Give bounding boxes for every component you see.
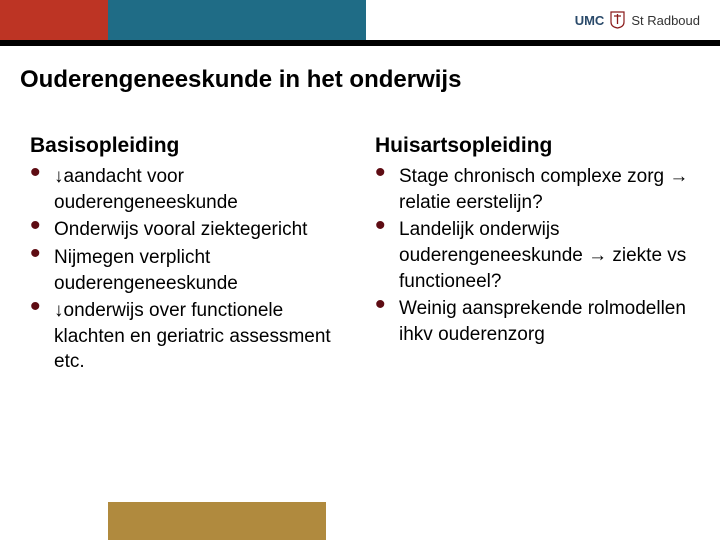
right-bullet-list: Stage chronisch complexe zorg → relatie … xyxy=(375,164,690,347)
list-item: Weinig aansprekende rolmodellen ihkv oud… xyxy=(375,296,690,347)
top-bar-teal xyxy=(108,0,366,40)
shield-icon xyxy=(610,11,625,29)
logo-text-radboud: St Radboud xyxy=(631,13,700,28)
list-item: Landelijk onderwijs ouderengeneeskunde →… xyxy=(375,217,690,294)
logo-text-umc: UMC xyxy=(575,13,605,28)
list-item: ↓onderwijs over functionele klachten en … xyxy=(30,298,345,375)
list-item: ↓aandacht voor ouderengeneeskunde xyxy=(30,164,345,215)
content-columns: Basisopleiding ↓aandacht voor ouderengen… xyxy=(0,104,720,377)
top-bar-red xyxy=(0,0,108,40)
left-bullet-list: ↓aandacht voor ouderengeneeskunde Onderw… xyxy=(30,164,345,375)
right-column: Huisartsopleiding Stage chronisch comple… xyxy=(375,134,690,377)
top-bar: UMC St Radboud xyxy=(0,0,720,40)
list-item: Stage chronisch complexe zorg → relatie … xyxy=(375,164,690,215)
list-item: Onderwijs vooral ziektegericht xyxy=(30,217,345,243)
slide-title: Ouderengeneeskunde in het onderwijs xyxy=(0,46,720,104)
list-item: Nijmegen verplicht ouderengeneeskunde xyxy=(30,245,345,296)
top-bar-logo-area: UMC St Radboud xyxy=(366,0,720,40)
right-heading: Huisartsopleiding xyxy=(375,134,690,158)
left-column: Basisopleiding ↓aandacht voor ouderengen… xyxy=(30,134,345,377)
umc-radboud-logo: UMC St Radboud xyxy=(575,11,700,29)
bottom-accent-block xyxy=(108,502,326,540)
left-heading: Basisopleiding xyxy=(30,134,345,158)
